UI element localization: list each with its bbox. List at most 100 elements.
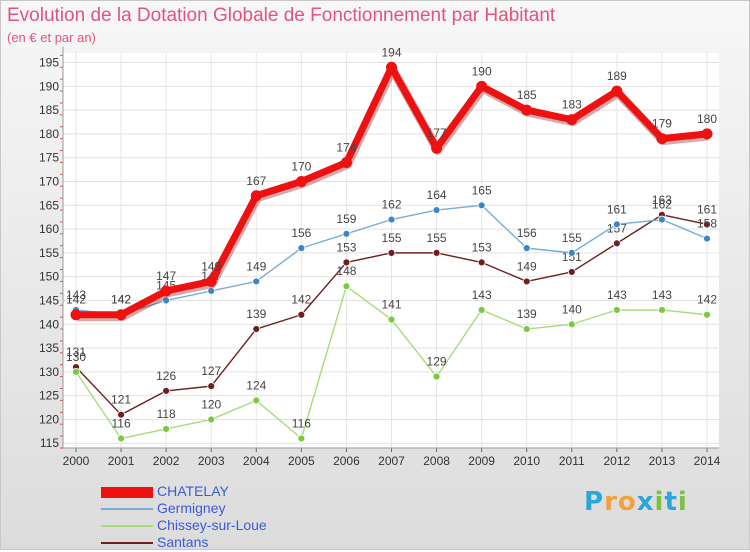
data-label-santans: 131 [66,345,86,359]
data-point-chissey-sur-loue [342,282,351,291]
data-point-chatelay [521,104,533,116]
y-tick-label: 125 [39,389,59,403]
data-label-chissey-sur-loue: 118 [157,407,176,421]
legend-label: Germigney [157,500,226,516]
data-point-germigney [162,296,171,305]
data-point-chatelay [70,309,82,321]
data-label-santans: 142 [291,293,311,307]
data-label-germigney: 162 [381,198,401,212]
data-point-germigney [207,287,216,295]
x-tick-label: 2010 [513,454,540,468]
data-label-germigney: 162 [652,198,672,212]
data-point-chissey-sur-loue [297,434,306,443]
x-tick-label: 2000 [63,454,90,468]
data-point-chissey-sur-loue [72,367,80,376]
x-tick-label: 2009 [468,454,495,468]
data-label-germigney: 161 [607,202,627,216]
y-tick-label: 185 [39,103,59,117]
x-tick-label: 2001 [108,454,135,468]
data-point-germigney [612,220,621,229]
data-label-santans: 155 [427,231,447,245]
data-point-chatelay [701,128,713,140]
data-label-santans: 139 [246,307,266,321]
data-point-chissey-sur-loue [207,415,216,424]
data-point-chatelay [160,285,172,297]
data-label-santans: 149 [517,259,537,273]
data-label-santans: 153 [336,240,356,254]
data-label-germigney: 158 [697,217,717,231]
y-tick-label: 190 [39,79,59,93]
data-point-chatelay [205,275,217,287]
data-label-germigney: 149 [246,259,266,273]
data-point-chissey-sur-loue [252,396,261,405]
data-point-chatelay [115,309,127,321]
legend-label: CHATELAY [157,483,229,499]
data-label-germigney: 156 [291,226,311,240]
x-tick-label: 2014 [694,454,721,468]
x-tick-label: 2005 [288,454,315,468]
data-label-chatelay: 185 [517,88,537,102]
data-point-santans [477,258,486,267]
data-point-santans [207,382,216,391]
data-point-chatelay [295,175,307,187]
data-point-santans [522,277,531,286]
data-point-chatelay [566,114,578,126]
data-label-germigney: 155 [562,231,582,245]
data-label-chissey-sur-loue: 141 [381,298,401,312]
data-label-chissey-sur-loue: 130 [66,350,86,364]
data-label-chissey-sur-loue: 120 [201,397,221,411]
data-label-santans: 121 [111,393,131,407]
data-point-chatelay [250,190,262,202]
data-label-santans: 126 [156,369,176,383]
data-point-germigney [252,277,261,286]
y-tick-label: 115 [40,436,59,450]
data-point-germigney [297,244,306,253]
data-label-germigney: 143 [66,288,86,302]
y-tick-label: 120 [39,412,59,426]
data-point-santans [342,258,351,267]
x-tick-label: 2007 [378,454,405,468]
data-label-chatelay: 194 [381,45,401,59]
y-tick-label: 130 [39,365,59,379]
data-label-chissey-sur-loue: 139 [517,307,537,321]
data-label-germigney: 156 [517,226,537,240]
data-label-germigney: 165 [472,183,492,197]
data-label-germigney: 164 [427,188,447,202]
data-point-santans [117,410,125,419]
legend-label: Santans [157,534,209,550]
data-label-chatelay: 189 [607,69,627,83]
data-point-chatelay [431,142,443,154]
chart-subtitle: (en € et par an) [7,30,96,45]
legend-label: Chissey-sur-Loue [157,517,267,533]
data-label-chatelay: 149 [201,259,221,273]
legend-swatch [101,525,153,527]
data-label-chissey-sur-loue: 140 [562,302,582,316]
data-point-santans [612,239,621,248]
data-point-santans [567,268,576,276]
data-point-germigney [387,215,396,224]
data-label-chissey-sur-loue: 143 [472,288,492,302]
data-label-chatelay: 190 [472,64,492,78]
proxiti-logo: Proxiti [584,487,688,517]
y-tick-label: 180 [39,127,59,141]
data-point-chissey-sur-loue [477,306,486,314]
data-point-chissey-sur-loue [387,315,396,324]
data-point-chissey-sur-loue [522,325,531,333]
x-tick-label: 2004 [243,454,270,468]
data-label-chissey-sur-loue: 116 [292,416,311,430]
y-tick-label: 145 [39,293,59,307]
data-point-chissey-sur-loue [117,434,125,443]
data-label-chissey-sur-loue: 124 [246,378,266,392]
legend-swatch [101,542,153,544]
data-point-chissey-sur-loue [612,306,621,314]
x-tick-label: 2008 [423,454,450,468]
data-label-chatelay: 147 [156,269,176,283]
data-label-chissey-sur-loue: 116 [112,416,131,430]
data-label-chissey-sur-loue: 142 [697,293,717,307]
y-tick-label: 165 [39,198,59,212]
data-label-chatelay: 142 [66,293,86,307]
data-point-chissey-sur-loue [703,310,711,319]
y-tick-label: 160 [39,222,59,236]
